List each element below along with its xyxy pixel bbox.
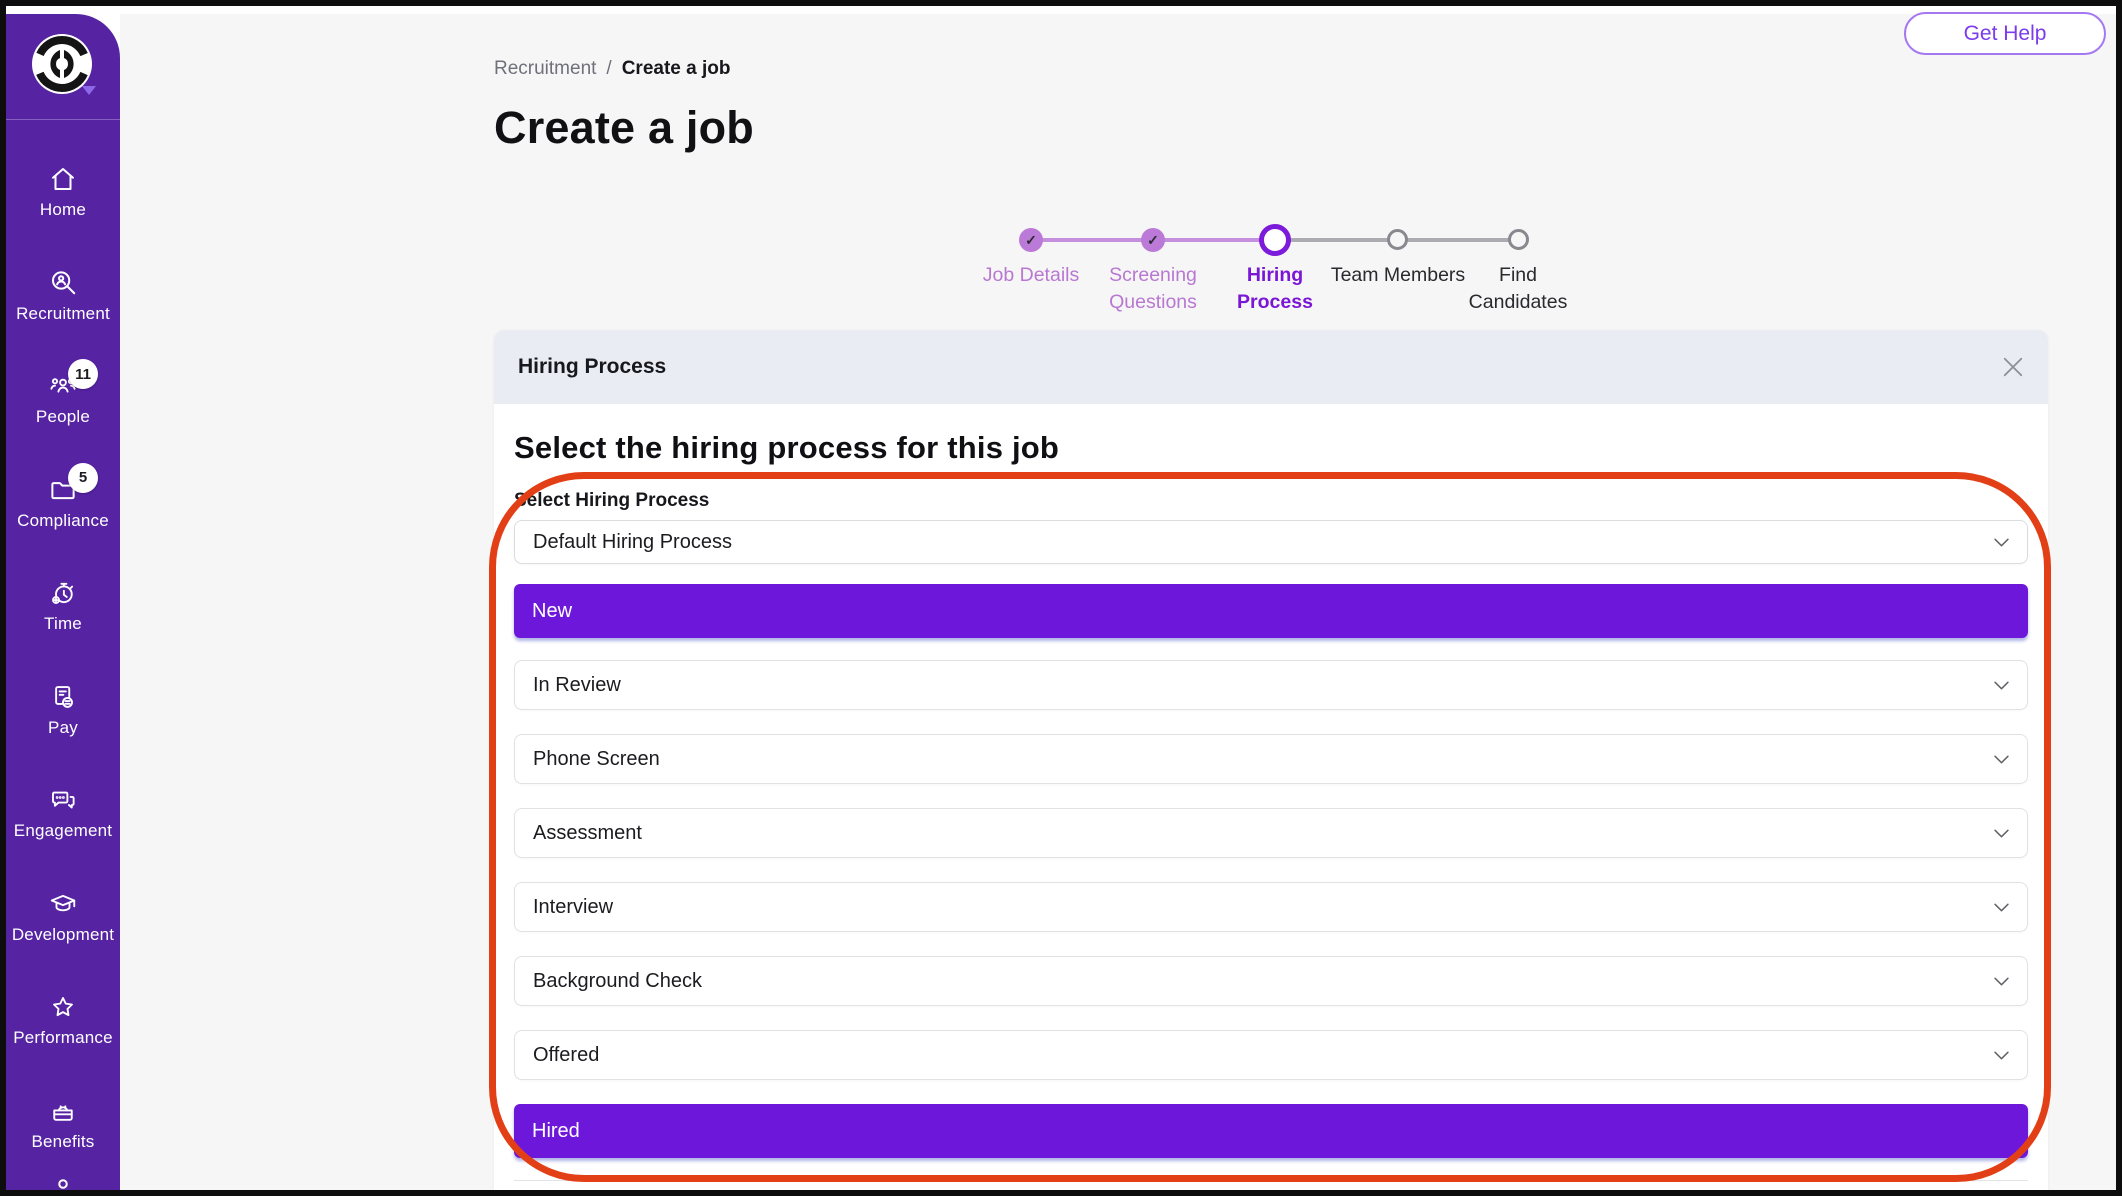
sidebar-item-home[interactable]: Home	[6, 148, 120, 252]
get-help-label: Get Help	[1963, 21, 2047, 45]
panel-heading: Select the hiring process for this job	[514, 430, 1060, 465]
hiring-process-panel: Hiring Process Select the hiring process…	[494, 330, 2048, 1190]
get-help-button[interactable]: Get Help	[1904, 12, 2106, 55]
stage-label: Phone Screen	[533, 747, 660, 770]
sidebar-item-benefits[interactable]: Benefits	[6, 1080, 120, 1184]
people-icon: 11	[48, 359, 98, 401]
sidebar-item-label: Compliance	[17, 510, 109, 530]
employment-hero-logo-icon[interactable]	[26, 28, 102, 104]
people-count-badge: 11	[68, 359, 98, 389]
stage-label: In Review	[533, 673, 621, 696]
sidebar-item-label: Benefits	[31, 1131, 95, 1151]
stage-row-assessment[interactable]: Assessment	[514, 808, 2028, 858]
chevron-down-icon	[1994, 755, 2009, 763]
compliance-folder-icon: 5	[48, 462, 98, 505]
page-title: Create a job	[494, 102, 754, 153]
sidebar-item-time[interactable]: Time	[6, 562, 120, 666]
sidebar-item-label: Performance	[13, 1028, 113, 1047]
chevron-down-icon	[1994, 903, 2009, 911]
sidebar-item-performance[interactable]: Performance	[6, 976, 120, 1080]
stage-row-interview[interactable]: Interview	[514, 882, 2028, 932]
app-window: Home Recruitment 11 People 5	[6, 6, 2116, 1190]
sidebar: Home Recruitment 11 People 5	[6, 14, 120, 1190]
sidebar-item-recruitment[interactable]: Recruitment	[6, 252, 120, 356]
stage-row-new[interactable]: New	[514, 584, 2028, 638]
panel-body: Select the hiring process for this job S…	[494, 404, 2048, 1181]
stage-row-background-check[interactable]: Background Check	[514, 956, 2028, 1006]
step-label-team-members: Team Members	[1330, 264, 1466, 286]
job-creation-stepper: ✓ ✓ Job Details Screening Questions Hiri…	[955, 218, 1655, 338]
breadcrumb-recruitment-link[interactable]: Recruitment	[494, 58, 597, 79]
select-hiring-process-label: Select Hiring Process	[514, 490, 710, 511]
sidebar-divider	[6, 119, 120, 120]
panel-header-title: Hiring Process	[518, 355, 667, 378]
hiring-process-select[interactable]: Default Hiring Process	[514, 520, 2028, 564]
breadcrumb-current: Create a job	[621, 58, 731, 79]
check-icon: ✓	[1025, 231, 1037, 248]
sidebar-item-people[interactable]: 11 People	[6, 355, 120, 459]
chevron-down-icon	[1994, 681, 2009, 689]
check-icon: ✓	[1147, 231, 1159, 248]
performance-star-icon	[48, 992, 78, 1022]
stage-label: New	[532, 599, 573, 622]
hiring-process-select-value: Default Hiring Process	[533, 530, 732, 553]
sidebar-item-label: Engagement	[13, 821, 113, 840]
development-graduation-icon	[48, 889, 78, 919]
step-label-screening-questions: Screening Questions	[1109, 264, 1197, 314]
home-icon	[48, 164, 78, 194]
step-dot-hiring-process[interactable]	[1259, 224, 1291, 256]
sidebar-item-label: Home	[39, 200, 87, 219]
sidebar-item-development[interactable]: Development	[6, 873, 120, 977]
panel-header: Hiring Process	[494, 330, 2048, 404]
compliance-count-badge: 5	[68, 462, 98, 493]
breadcrumb: Recruitment / Create a job	[494, 58, 730, 80]
chevron-down-icon	[1994, 538, 2009, 546]
time-stopwatch-icon	[48, 578, 78, 608]
stage-label: Assessment	[533, 821, 642, 844]
sidebar-item-label: People	[35, 407, 91, 426]
step-label-hiring-process: Hiring Process	[1237, 264, 1313, 314]
sidebar-item-label: Development	[11, 924, 115, 944]
sidebar-item-partial-icon	[48, 1174, 78, 1190]
stage-row-phone-screen[interactable]: Phone Screen	[514, 734, 2028, 784]
panel-section-divider	[514, 1180, 2028, 1181]
chevron-down-icon	[1994, 1051, 2009, 1059]
sidebar-item-compliance[interactable]: 5 Compliance	[6, 459, 120, 563]
sidebar-item-label: Pay	[48, 717, 78, 737]
stage-label: Interview	[533, 895, 614, 918]
engagement-chat-icon	[48, 785, 78, 815]
breadcrumb-separator: /	[606, 58, 612, 79]
sidebar-item-label: Time	[44, 614, 82, 633]
benefits-basket-icon	[48, 1096, 78, 1126]
stage-label: Background Check	[533, 969, 702, 992]
step-dot-screening-questions[interactable]: ✓	[1141, 228, 1165, 252]
step-dot-find-candidates[interactable]	[1508, 229, 1529, 250]
chevron-down-icon	[1994, 829, 2009, 837]
stage-row-offered[interactable]: Offered	[514, 1030, 2028, 1080]
stage-label: Offered	[533, 1043, 600, 1066]
sidebar-item-engagement[interactable]: Engagement	[6, 769, 120, 873]
step-dot-job-details[interactable]: ✓	[1019, 228, 1043, 252]
step-label-job-details: Job Details	[982, 264, 1080, 286]
chevron-down-icon	[1994, 977, 2009, 985]
recruitment-search-icon	[48, 268, 78, 298]
sidebar-nav: Home Recruitment 11 People 5	[6, 148, 120, 1183]
sidebar-item-pay[interactable]: Pay	[6, 666, 120, 770]
step-dot-team-members[interactable]	[1387, 229, 1408, 250]
pay-payslip-icon	[48, 682, 78, 712]
stage-label: Hired	[532, 1119, 580, 1142]
sidebar-item-label: Recruitment	[16, 303, 110, 323]
close-icon[interactable]	[2002, 356, 2024, 378]
step-label-find-candidates: Find Candidates	[1468, 264, 1568, 314]
stage-row-in-review[interactable]: In Review	[514, 660, 2028, 710]
stage-row-hired[interactable]: Hired	[514, 1104, 2028, 1158]
